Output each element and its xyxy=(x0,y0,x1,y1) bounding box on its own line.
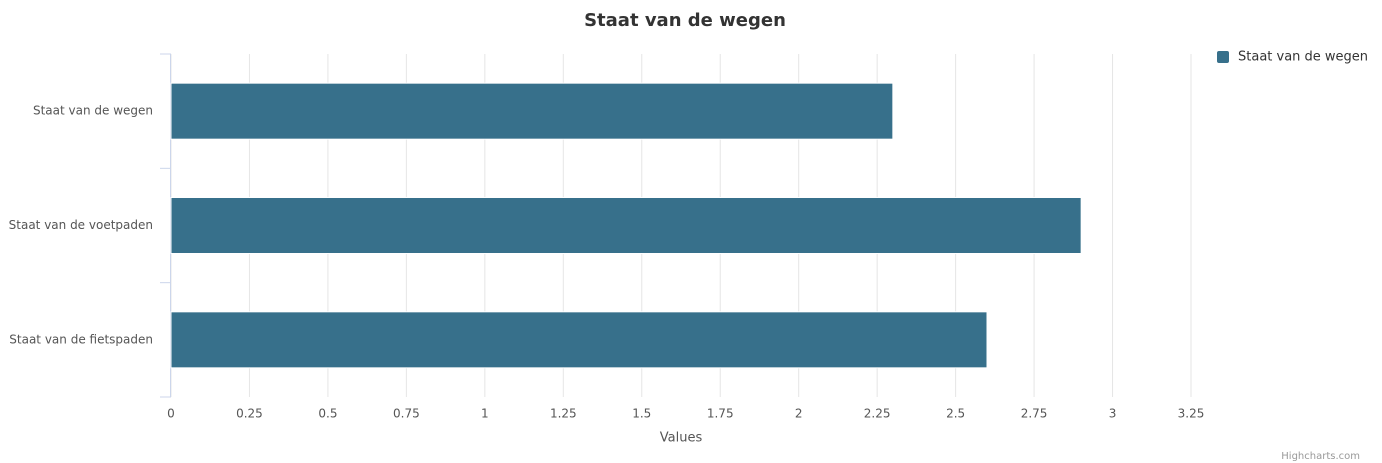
x-tick-label: 1.75 xyxy=(707,407,734,421)
y-tick-label: Staat van de wegen xyxy=(33,104,153,118)
bar xyxy=(170,82,894,140)
legend-swatch xyxy=(1217,51,1229,63)
x-tick-label: 0.25 xyxy=(236,407,263,421)
legend-label: Staat van de wegen xyxy=(1238,50,1368,65)
bar xyxy=(170,311,988,369)
x-tick-label: 0.5 xyxy=(318,407,337,421)
y-tick-label: Staat van de fietspaden xyxy=(9,332,153,346)
x-tick-label: 1.25 xyxy=(550,407,577,421)
x-tick-label: 1.5 xyxy=(632,407,651,421)
credits: Highcharts.com xyxy=(1281,451,1360,462)
x-axis-label: Values xyxy=(660,431,703,446)
chart-title: Staat van de wegen xyxy=(584,10,786,31)
x-tick-label: 0 xyxy=(167,407,175,421)
x-tick-label: 2.25 xyxy=(864,407,891,421)
x-tick-label: 2.75 xyxy=(1021,407,1048,421)
bar xyxy=(170,197,1082,254)
x-tick-label: 2 xyxy=(795,407,803,421)
x-tick-label: 0.75 xyxy=(393,407,420,421)
x-tick-label: 1 xyxy=(481,407,489,421)
x-tick-label: 3 xyxy=(1109,407,1117,421)
y-tick-label: Staat van de voetpaden xyxy=(9,218,153,232)
x-tick-label: 3.25 xyxy=(1178,407,1205,421)
x-tick-label: 2.5 xyxy=(946,407,965,421)
